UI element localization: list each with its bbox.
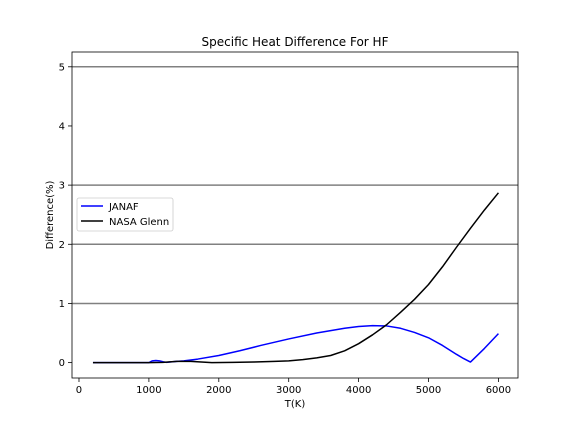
y-tick-label: 3	[59, 181, 65, 192]
chart-title: Specific Heat Difference For HF	[202, 35, 389, 49]
x-tick-label: 5000	[416, 385, 441, 396]
series-line-nasa-glenn	[92, 192, 500, 364]
x-tick-label: 3000	[276, 385, 301, 396]
y-axis-label: Difference(%)	[45, 180, 56, 249]
x-tick-label: 6000	[486, 385, 511, 396]
series-lines	[92, 192, 500, 364]
plot-frame	[71, 51, 519, 379]
x-ticks: 0 1000 2000 3000 4000 5000 6000	[76, 378, 511, 396]
x-axis-label: T(K)	[284, 399, 306, 410]
x-tick-label: 0	[76, 385, 82, 396]
legend: JANAF NASA Glenn	[76, 197, 174, 232]
y-tick-label: 2	[59, 240, 65, 251]
y-tick-label: 0	[59, 358, 65, 369]
x-tick-label: 4000	[346, 385, 371, 396]
x-tick-label: 1000	[136, 385, 161, 396]
y-tick-label: 4	[59, 121, 65, 132]
legend-label-nasa-glenn: NASA Glenn	[109, 217, 169, 228]
series-line-janaf	[92, 324, 499, 364]
y-ticks: 0 1 2 3 4 5	[59, 62, 72, 369]
x-tick-label: 2000	[206, 385, 231, 396]
y-tick-label: 5	[59, 62, 65, 73]
horizontal-lines	[72, 66, 518, 305]
y-tick-label: 1	[59, 299, 65, 310]
legend-label-janaf: JANAF	[108, 202, 139, 213]
